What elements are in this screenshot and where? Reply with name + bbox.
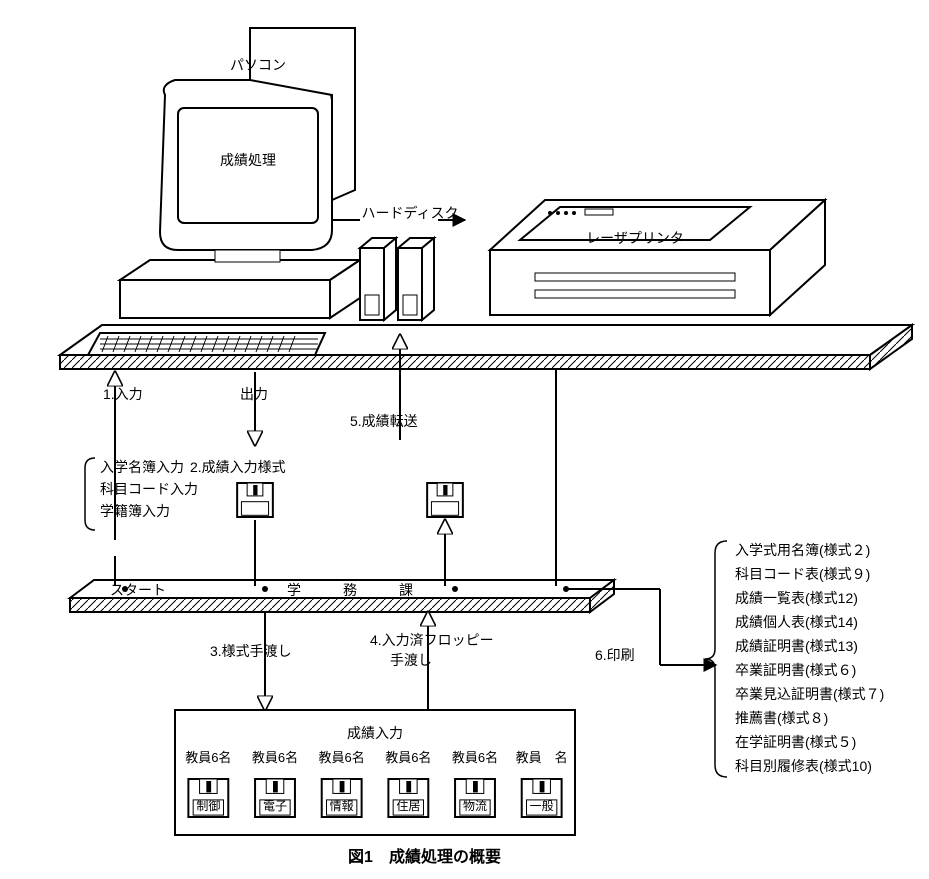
screen-text: 成績処理 — [220, 152, 276, 168]
print-list-item: 入学式用名簿(様式２) — [735, 542, 870, 558]
dept-name-label: 学 務 課 — [287, 582, 413, 598]
step4-label: 手渡し — [390, 652, 432, 668]
print-list-item: 卒業見込証明書(様式７) — [735, 686, 884, 702]
step2-label: 2.成績入力様式 — [190, 459, 286, 475]
inputs-line: 学籍簿入力 — [100, 503, 170, 519]
brace — [705, 541, 727, 777]
step4-label: 4.入力済フロッピー — [370, 632, 494, 648]
figure-caption: 図1 成績処理の概要 — [348, 847, 501, 866]
print-list-item: 卒業証明書(様式６) — [735, 662, 856, 678]
step3-label: 3.様式手渡し — [210, 643, 292, 659]
gradein-title: 成績入力 — [347, 725, 403, 741]
floppy-label: 一般 — [530, 798, 554, 813]
step5-label: 5.成績転送 — [350, 413, 418, 429]
floppy-label: 住居 — [396, 799, 420, 813]
step1-label: 1.入力 — [103, 386, 143, 402]
teacher-count: 教員6名 — [252, 750, 298, 765]
pc-label: パソコン — [230, 57, 286, 73]
dept-start-label: スタート — [110, 582, 166, 598]
print-list-item: 成績個人表(様式14) — [735, 614, 858, 630]
print-list-item: 成績証明書(様式13) — [735, 638, 858, 654]
floppy-label: 物流 — [463, 799, 487, 813]
teacher-count: 教員6名 — [185, 750, 231, 765]
desk-front — [60, 355, 870, 369]
print-list-item: 科目コード表(様式９) — [735, 566, 870, 582]
print-list-item: 在学証明書(様式５) — [735, 734, 856, 750]
inputs-line: 入学名簿入力 — [100, 459, 184, 475]
inputs-line: 科目コード入力 — [100, 481, 198, 497]
print-list-item: 科目別履修表(様式10) — [735, 758, 872, 774]
dept-bar-front — [70, 598, 590, 612]
floppy-label: 制御 — [196, 798, 220, 813]
print-list-item: 成績一覧表(様式12) — [735, 590, 858, 606]
teacher-count: 教員6名 — [452, 750, 498, 765]
floppy-icon — [237, 483, 273, 517]
harddisk-label: ハードディスク — [361, 205, 458, 221]
teacher-count: 教員 名 — [516, 750, 568, 765]
output-label: 出力 — [240, 386, 268, 402]
step6-label: 6.印刷 — [595, 647, 635, 663]
floppy-label: 情報 — [330, 799, 354, 813]
printer-label: レーザプリンタ — [586, 230, 684, 246]
print-list-item: 推薦書(様式８) — [735, 710, 828, 726]
teacher-count: 教員6名 — [385, 750, 431, 765]
floppy-icon — [427, 483, 463, 517]
floppy-label: 電子 — [263, 799, 287, 813]
teacher-count: 教員6名 — [319, 750, 365, 765]
